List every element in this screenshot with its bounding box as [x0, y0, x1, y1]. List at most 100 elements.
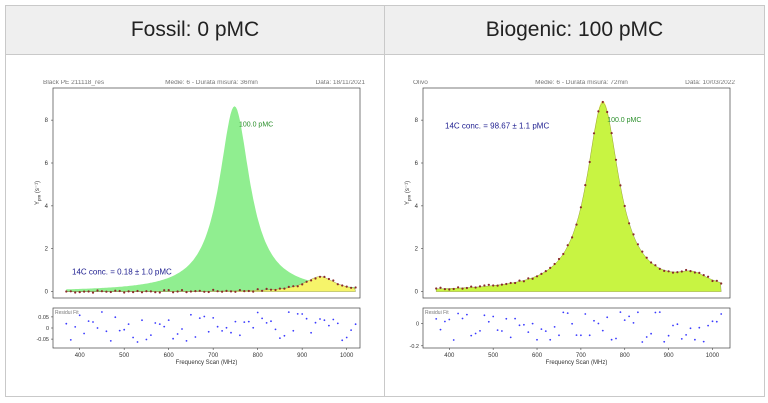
data-point	[654, 264, 657, 267]
residual-point	[252, 326, 255, 329]
peak-label: 100.0 pMC	[239, 122, 273, 129]
meta-average: Medie: 6 - Durata misura: 72min	[535, 80, 628, 86]
residual-point	[645, 336, 648, 338]
residual-point	[163, 325, 166, 328]
y-tick-label: 4	[45, 204, 49, 210]
data-point	[301, 283, 304, 286]
data-point	[136, 289, 139, 293]
residual-point	[435, 318, 438, 320]
residual-point	[158, 323, 161, 325]
data-point	[566, 244, 569, 247]
data-point	[693, 271, 696, 274]
residual-point	[332, 318, 335, 321]
data-point	[83, 290, 86, 293]
data-point	[562, 252, 565, 256]
data-point	[689, 270, 692, 273]
data-point	[505, 282, 508, 286]
y-axis-label: Ypm (s⁻¹)	[35, 181, 42, 205]
residual-plot-frame	[422, 307, 731, 349]
residual-point	[74, 326, 77, 328]
residual-point	[632, 322, 635, 324]
data-point	[149, 290, 152, 293]
residual-point	[575, 334, 578, 336]
residual-point	[707, 324, 709, 327]
data-point	[663, 269, 666, 272]
residual-point	[105, 330, 108, 333]
residual-point	[439, 328, 442, 331]
residual-point	[132, 336, 134, 339]
residual-point	[123, 328, 126, 331]
residual-point	[114, 316, 117, 319]
residual-point	[101, 311, 103, 313]
residual-point	[167, 319, 170, 321]
biogenic-header-text: Biogenic: 100 pMC	[485, 18, 664, 41]
x-tick-label: 600	[164, 353, 175, 359]
data-point	[465, 286, 468, 290]
data-point	[575, 223, 578, 226]
data-point	[628, 222, 631, 225]
residual-point	[150, 334, 152, 336]
residual-point	[540, 328, 543, 330]
residual-point	[505, 317, 508, 320]
data-point	[69, 290, 72, 293]
data-point	[354, 286, 357, 289]
data-point	[327, 277, 330, 281]
residual-point	[448, 318, 451, 321]
reference-curve-area	[66, 106, 356, 292]
residual-y-tick-label: 0	[46, 326, 49, 332]
data-point	[292, 285, 295, 288]
residual-point	[457, 312, 459, 315]
data-point	[641, 250, 644, 253]
data-point	[584, 184, 587, 187]
data-point	[680, 270, 683, 273]
x-tick-label: 900	[297, 353, 308, 359]
residual-point	[243, 321, 246, 323]
residual-point	[698, 326, 701, 329]
residual-point	[239, 334, 241, 337]
data-point	[509, 281, 512, 285]
data-point	[553, 262, 556, 266]
data-point	[189, 290, 192, 293]
data-point	[265, 287, 268, 290]
x-tick-label: 400	[75, 353, 86, 359]
residual-point	[69, 339, 72, 341]
data-point	[685, 268, 688, 272]
residual-point	[593, 319, 595, 322]
x-tick-label: 400	[444, 353, 455, 359]
residual-point	[558, 334, 560, 337]
y-axis-subscript: pm	[407, 195, 412, 202]
data-point	[127, 290, 130, 293]
residual-plot-frame	[52, 307, 361, 349]
data-point	[154, 291, 157, 294]
data-point	[483, 284, 486, 287]
residual-point	[711, 320, 714, 323]
residual-point	[628, 315, 630, 318]
residual-point	[702, 340, 705, 343]
data-point	[185, 291, 188, 294]
data-point	[229, 290, 233, 293]
residual-point	[274, 328, 277, 331]
residual-point	[566, 312, 569, 314]
data-point	[557, 257, 561, 261]
residual-label: Residui Fit	[425, 310, 449, 316]
residual-y-tick-label: -0.2	[410, 344, 419, 350]
residual-point	[247, 320, 250, 323]
fossil-header-text: Fossil: 0 pMC	[130, 18, 260, 41]
data-point	[341, 284, 344, 287]
residual-point	[154, 322, 157, 324]
data-point	[487, 283, 490, 286]
residual-point	[354, 323, 357, 326]
x-tick-label: 1000	[340, 353, 354, 359]
residual-point	[663, 340, 666, 343]
data-point	[234, 290, 237, 293]
residual-point	[672, 324, 674, 327]
comparison-figure: Fossil: 0 pMC Biogenic: 100 pMC	[5, 5, 765, 397]
data-point	[87, 290, 90, 293]
residual-point	[256, 311, 259, 314]
residual-point	[518, 324, 521, 327]
data-point	[636, 243, 639, 246]
biogenic-header: Biogenic: 100 pMC	[385, 6, 764, 55]
residual-point	[314, 321, 317, 324]
data-point	[544, 270, 547, 273]
residual-point	[483, 314, 486, 317]
